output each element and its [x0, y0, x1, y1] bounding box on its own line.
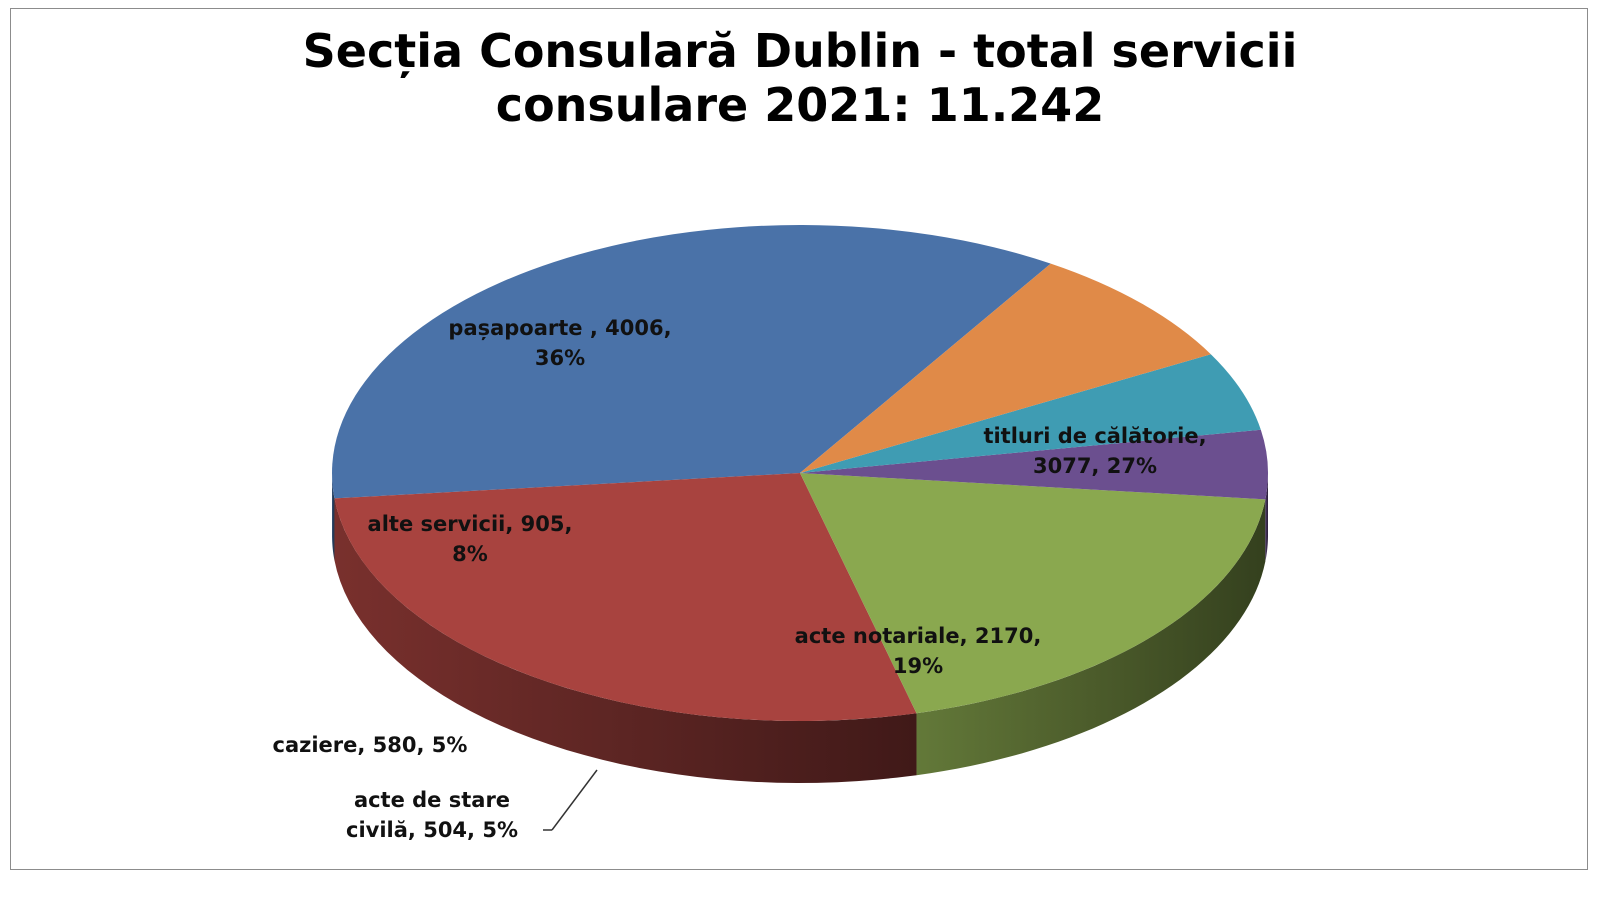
- data-label-line: caziere, 580, 5%: [273, 733, 468, 757]
- slice-alte-servicii: [800, 263, 1211, 473]
- data-label-line: civilă, 504, 5%: [346, 818, 518, 842]
- slice-acte-de-stare-civila: [800, 429, 1268, 500]
- pie-slices: [332, 225, 1268, 721]
- data-label-acte-notariale: acte notariale, 2170, 19%: [795, 624, 1042, 678]
- slice-pasapoarte: [332, 225, 1051, 499]
- data-label-titluri-de-calatorie: titluri de călătorie, 3077, 27%: [983, 424, 1206, 478]
- data-label-line: alte servicii, 905,: [368, 512, 573, 536]
- data-label-alte-servicii: alte servicii, 905, 8%: [368, 512, 573, 566]
- leader-line: [551, 769, 598, 831]
- data-label-caziere: caziere, 580, 5%: [273, 733, 468, 757]
- pie-sides: [332, 473, 1268, 783]
- slice-side-pasapoarte: [332, 473, 335, 561]
- chart-title-line-1: Secția Consulară Dublin - total servicii: [302, 24, 1298, 78]
- data-label-line: acte de stare: [354, 788, 510, 812]
- pie-labels: pașapoarte , 4006, 36% titluri de călători…: [273, 316, 1207, 842]
- slice-caziere: [800, 354, 1261, 473]
- data-label-line: pașapoarte , 4006,: [448, 316, 671, 340]
- data-label-line: 19%: [893, 654, 943, 678]
- data-label-line: 3077, 27%: [1033, 454, 1157, 478]
- slice-titluri-de-calatorie: [334, 473, 917, 721]
- data-label-acte-de-stare-civila: acte de stare civilă, 504, 5%: [346, 788, 518, 842]
- slice-side-titluri-de-calatorie: [334, 498, 917, 783]
- slice-side-acte-notariale: [916, 499, 1266, 776]
- data-label-pasapoarte: pașapoarte , 4006, 36%: [448, 316, 671, 370]
- data-label-line: 8%: [452, 542, 488, 566]
- data-label-line: 36%: [535, 346, 585, 370]
- slice-side-acte-de-stare-civila: [1265, 473, 1268, 562]
- data-label-line: acte notariale, 2170,: [795, 624, 1042, 648]
- chart-title-line-2: consulare 2021: 11.242: [495, 78, 1105, 132]
- data-label-line: titluri de călătorie,: [983, 424, 1206, 448]
- chart-title: Secția Consulară Dublin - total servicii…: [0, 24, 1600, 132]
- slice-acte-notariale: [800, 473, 1266, 714]
